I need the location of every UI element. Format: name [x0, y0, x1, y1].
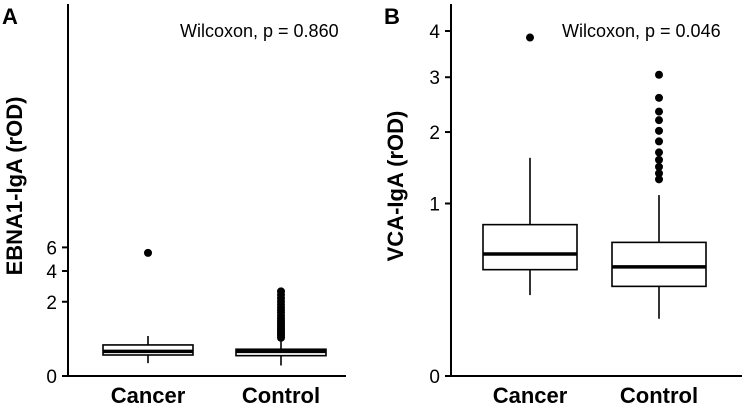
panel-label: A [2, 4, 18, 29]
outlier-point [655, 107, 663, 116]
outlier-point [655, 126, 663, 135]
x-tick-label-control: Control [620, 383, 698, 408]
y-tick-label: 4 [429, 22, 440, 43]
chart-panel-b: B 0 1 2 3 4 VCA-IgA (rOD) Wilcoxon, p = 0.046 Ca… [383, 4, 742, 408]
outlier-point [655, 70, 663, 79]
outlier-point [655, 137, 663, 146]
y-tick-label: 2 [46, 293, 57, 314]
outlier-point [655, 162, 663, 171]
y-tick-label: 1 [429, 195, 440, 216]
outlier-point [526, 33, 534, 42]
outlier-point [655, 93, 663, 102]
y-axis-title: VCA-IgA (rOD) [383, 111, 408, 262]
y-tick-label: 4 [46, 262, 57, 283]
outlier-point [655, 116, 663, 125]
stat-annotation: Wilcoxon, p = 0.046 [562, 21, 721, 41]
chart-panel-a: A 0 2 4 6 EBNA1-IgA (rOD) Wilcoxon, p = 0.860 C… [2, 4, 346, 408]
outlier-point [655, 169, 663, 178]
x-tick-label-cancer: Cancer [111, 383, 186, 408]
outlier-point [277, 287, 285, 296]
outlier-point [144, 248, 152, 257]
y-tick-label: 6 [46, 238, 57, 259]
stat-annotation: Wilcoxon, p = 0.860 [180, 21, 339, 41]
x-tick-label-control: Control [242, 383, 320, 408]
box-cancer [482, 223, 578, 271]
y-tick-label: 3 [429, 68, 440, 89]
y-axis-title: EBNA1-IgA (rOD) [2, 97, 27, 276]
x-tick-label-cancer: Cancer [493, 383, 568, 408]
outlier-point [655, 155, 663, 164]
y-tick-label: 0 [46, 367, 57, 388]
box-control [611, 241, 707, 288]
outlier-point [655, 175, 663, 184]
y-tick-label: 2 [429, 123, 440, 144]
y-tick-label: 0 [429, 367, 440, 388]
outlier-point [655, 148, 663, 157]
panel-label: B [384, 4, 400, 29]
